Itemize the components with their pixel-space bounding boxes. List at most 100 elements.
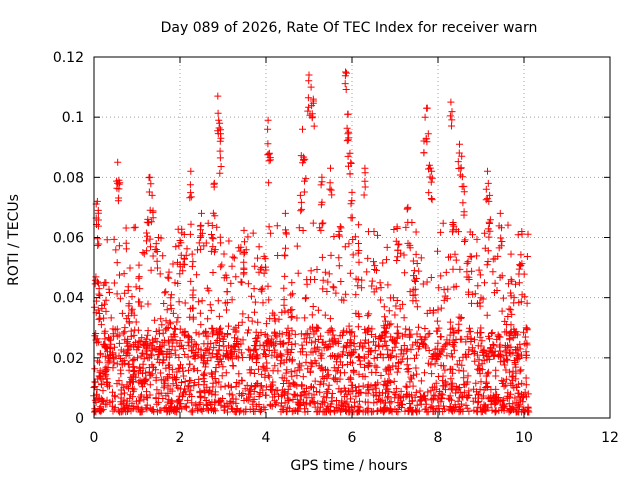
data-point: [318, 253, 326, 261]
data-point: [159, 359, 167, 367]
data-point: [119, 329, 127, 337]
data-point: [432, 379, 440, 387]
data-point: [370, 391, 378, 399]
data-point: [459, 199, 467, 207]
data-point: [456, 403, 464, 411]
data-point: [431, 392, 439, 400]
data-point: [468, 299, 475, 307]
data-point: [387, 398, 395, 406]
data-point: [521, 340, 529, 348]
data-point: [445, 406, 453, 414]
data-point: [505, 400, 513, 408]
data-point: [467, 335, 475, 343]
data-point: [217, 126, 224, 134]
data-point: [445, 338, 453, 346]
data-point: [103, 375, 111, 383]
data-point: [278, 391, 286, 399]
data-point: [404, 205, 411, 213]
data-point: [137, 352, 145, 360]
data-point: [310, 391, 318, 399]
data-point: [139, 380, 147, 388]
data-point: [197, 226, 204, 234]
data-point: [293, 314, 301, 322]
data-point: [325, 270, 333, 278]
data-point: [401, 330, 409, 338]
data-point: [253, 359, 260, 366]
data-point: [483, 352, 491, 360]
data-point: [343, 124, 351, 132]
data-point: [130, 371, 138, 379]
data-point: [147, 371, 155, 379]
data-point: [206, 387, 214, 395]
data-point: [102, 296, 110, 304]
data-point: [344, 110, 352, 118]
data-point: [165, 268, 173, 276]
data-point: [325, 381, 333, 389]
data-point: [385, 307, 393, 315]
data-point: [512, 328, 520, 336]
data-point: [369, 386, 377, 394]
data-point: [282, 244, 289, 252]
data-point: [173, 398, 181, 406]
data-point: [194, 367, 202, 375]
data-point: [443, 352, 451, 360]
data-point: [143, 347, 151, 355]
data-point: [409, 382, 417, 390]
data-point: [286, 382, 294, 390]
data-point: [221, 402, 229, 410]
data-point: [227, 353, 235, 361]
data-point: [111, 392, 119, 400]
data-point: [502, 381, 510, 389]
data-point: [143, 247, 151, 255]
data-point: [464, 394, 472, 402]
data-point: [308, 383, 315, 391]
data-point: [174, 397, 182, 405]
data-point: [468, 253, 476, 261]
data-point: [305, 389, 313, 397]
data-point: [130, 341, 138, 349]
data-point: [394, 253, 402, 261]
data-point: [394, 246, 402, 254]
data-point: [504, 356, 512, 364]
data-point: [142, 369, 150, 377]
data-point: [165, 274, 173, 282]
data-point: [189, 294, 197, 302]
data-point: [176, 270, 184, 278]
data-point: [410, 272, 417, 280]
data-point: [217, 239, 225, 247]
data-point: [393, 225, 401, 232]
data-point: [391, 405, 399, 413]
data-point: [152, 240, 160, 248]
data-point: [380, 322, 388, 330]
data-point: [476, 271, 484, 279]
data-point: [155, 234, 162, 241]
data-point: [281, 272, 289, 280]
data-point: [372, 381, 380, 389]
data-point: [326, 179, 334, 187]
data-point: [380, 303, 388, 311]
data-point: [172, 243, 180, 251]
data-point: [481, 229, 489, 237]
data-point: [235, 244, 243, 252]
data-point: [364, 312, 372, 320]
data-point: [208, 406, 215, 414]
data-point: [383, 243, 391, 251]
data-point: [235, 370, 243, 378]
data-point: [271, 397, 279, 405]
data-point: [97, 321, 105, 329]
data-point: [368, 282, 376, 290]
data-point: [94, 206, 102, 214]
data-point: [251, 298, 259, 306]
data-point: [463, 333, 471, 341]
data-point: [215, 346, 223, 354]
data-point: [367, 382, 375, 390]
data-point: [253, 334, 261, 342]
data-point: [112, 246, 120, 254]
data-point: [275, 392, 282, 400]
data-point: [401, 269, 409, 277]
data-point: [385, 370, 393, 378]
data-point: [179, 367, 187, 375]
data-point: [101, 300, 108, 308]
data-point: [499, 357, 507, 365]
data-point: [240, 226, 248, 234]
